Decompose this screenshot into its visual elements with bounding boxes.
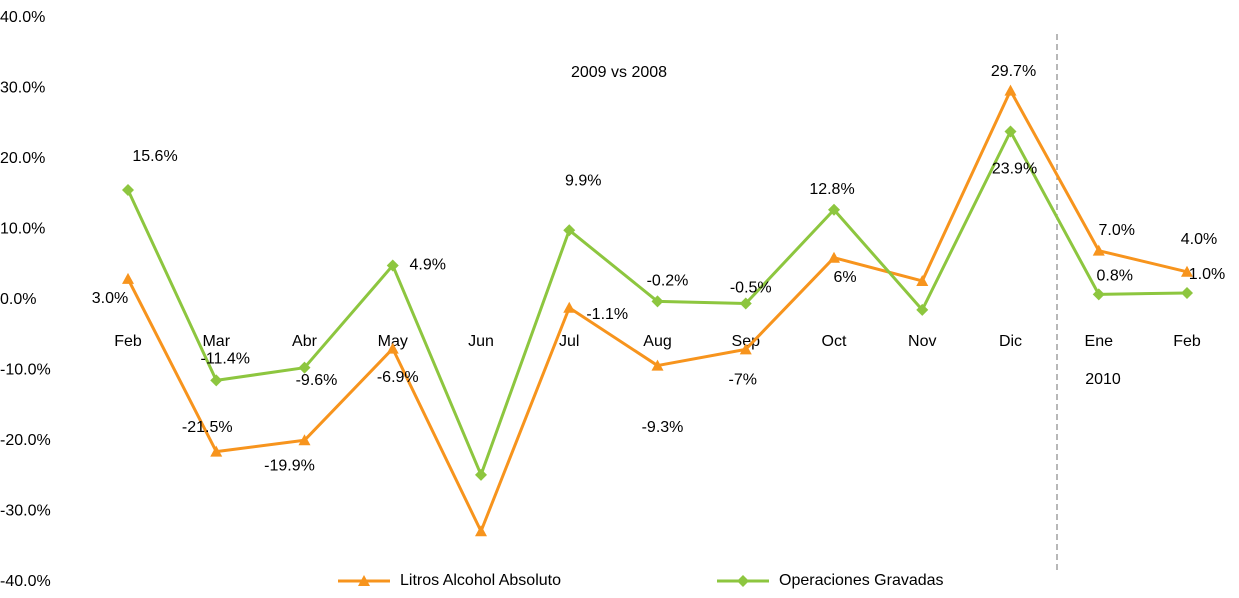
x-tick-label: Jun: [468, 333, 494, 350]
marker: [651, 359, 664, 371]
x-tick-label: Feb: [114, 333, 142, 350]
marker: [1092, 244, 1105, 256]
data-label: 3.0%: [92, 290, 128, 307]
data-label: -6.9%: [377, 369, 419, 386]
data-label: 7.0%: [1099, 222, 1135, 239]
x-tick-label: Dic: [999, 333, 1022, 350]
y-tick-label: 0.0%: [0, 291, 36, 308]
y-tick-label: 20.0%: [0, 150, 45, 167]
marker: [210, 374, 223, 387]
data-label: 0.8%: [1097, 268, 1133, 285]
y-tick-label: 30.0%: [0, 80, 45, 97]
marker: [563, 301, 576, 313]
x-tick-label: Abr: [292, 333, 318, 350]
data-label: -9.3%: [642, 419, 684, 436]
data-label: 23.9%: [992, 161, 1037, 178]
marker: [475, 468, 487, 481]
marker: [737, 575, 749, 587]
chart-title: 2009 vs 2008: [571, 64, 667, 81]
data-label: -11.4%: [200, 351, 250, 368]
marker: [298, 361, 311, 374]
data-label: -1.1%: [586, 306, 628, 323]
data-label: -9.6%: [296, 372, 338, 389]
data-label: -19.9%: [264, 458, 315, 475]
marker: [358, 575, 370, 586]
marker: [828, 251, 840, 263]
marker: [651, 295, 664, 308]
marker: [475, 525, 487, 537]
y-tick-label: -10.0%: [0, 362, 51, 379]
x-tick-label: Ene: [1085, 333, 1114, 350]
x-tick-label: Oct: [822, 333, 847, 350]
data-label: 29.7%: [991, 63, 1036, 80]
data-label: 4.9%: [410, 257, 446, 274]
x-tick-label: Aug: [643, 333, 671, 350]
x-tick-label: Jul: [559, 333, 579, 350]
marker: [828, 203, 840, 216]
y-tick-label: -40.0%: [0, 573, 51, 590]
data-label: 4.0%: [1181, 231, 1217, 248]
marker: [122, 184, 134, 197]
data-label: 15.6%: [132, 148, 177, 165]
data-label: -7%: [729, 372, 757, 389]
data-label: 12.8%: [809, 181, 854, 198]
data-label: -0.2%: [647, 273, 689, 290]
marker: [916, 303, 929, 316]
marker: [563, 224, 576, 237]
y-tick-label: -30.0%: [0, 503, 51, 520]
marker: [122, 272, 134, 284]
x-tick-label: Mar: [202, 333, 230, 350]
annotation: 2010: [1085, 371, 1121, 388]
x-tick-label: May: [378, 333, 408, 350]
marker: [739, 297, 752, 310]
marker: [386, 342, 399, 354]
marker: [1181, 286, 1193, 299]
data-label: 9.9%: [565, 172, 601, 189]
data-label: -21.5%: [182, 419, 233, 436]
x-tick-label: Sep: [732, 333, 761, 350]
marker: [1181, 265, 1193, 277]
y-tick-label: 10.0%: [0, 221, 45, 238]
marker: [1004, 84, 1017, 96]
data-label: 6%: [833, 269, 856, 286]
y-tick-label: -20.0%: [0, 432, 51, 449]
marker: [1092, 288, 1105, 301]
marker: [739, 343, 752, 355]
x-tick-label: Feb: [1173, 333, 1201, 350]
marker: [298, 434, 311, 446]
data-label: 1.0%: [1189, 266, 1225, 283]
x-tick-label: Nov: [908, 333, 936, 350]
y-tick-label: 40.0%: [0, 9, 45, 26]
marker: [210, 445, 223, 457]
legend-label: Litros Alcohol Absoluto: [400, 572, 561, 589]
legend-label: Operaciones Gravadas: [779, 572, 944, 589]
marker: [916, 274, 929, 286]
marker: [1004, 125, 1017, 138]
data-label: -0.5%: [730, 280, 772, 297]
marker: [386, 259, 399, 272]
